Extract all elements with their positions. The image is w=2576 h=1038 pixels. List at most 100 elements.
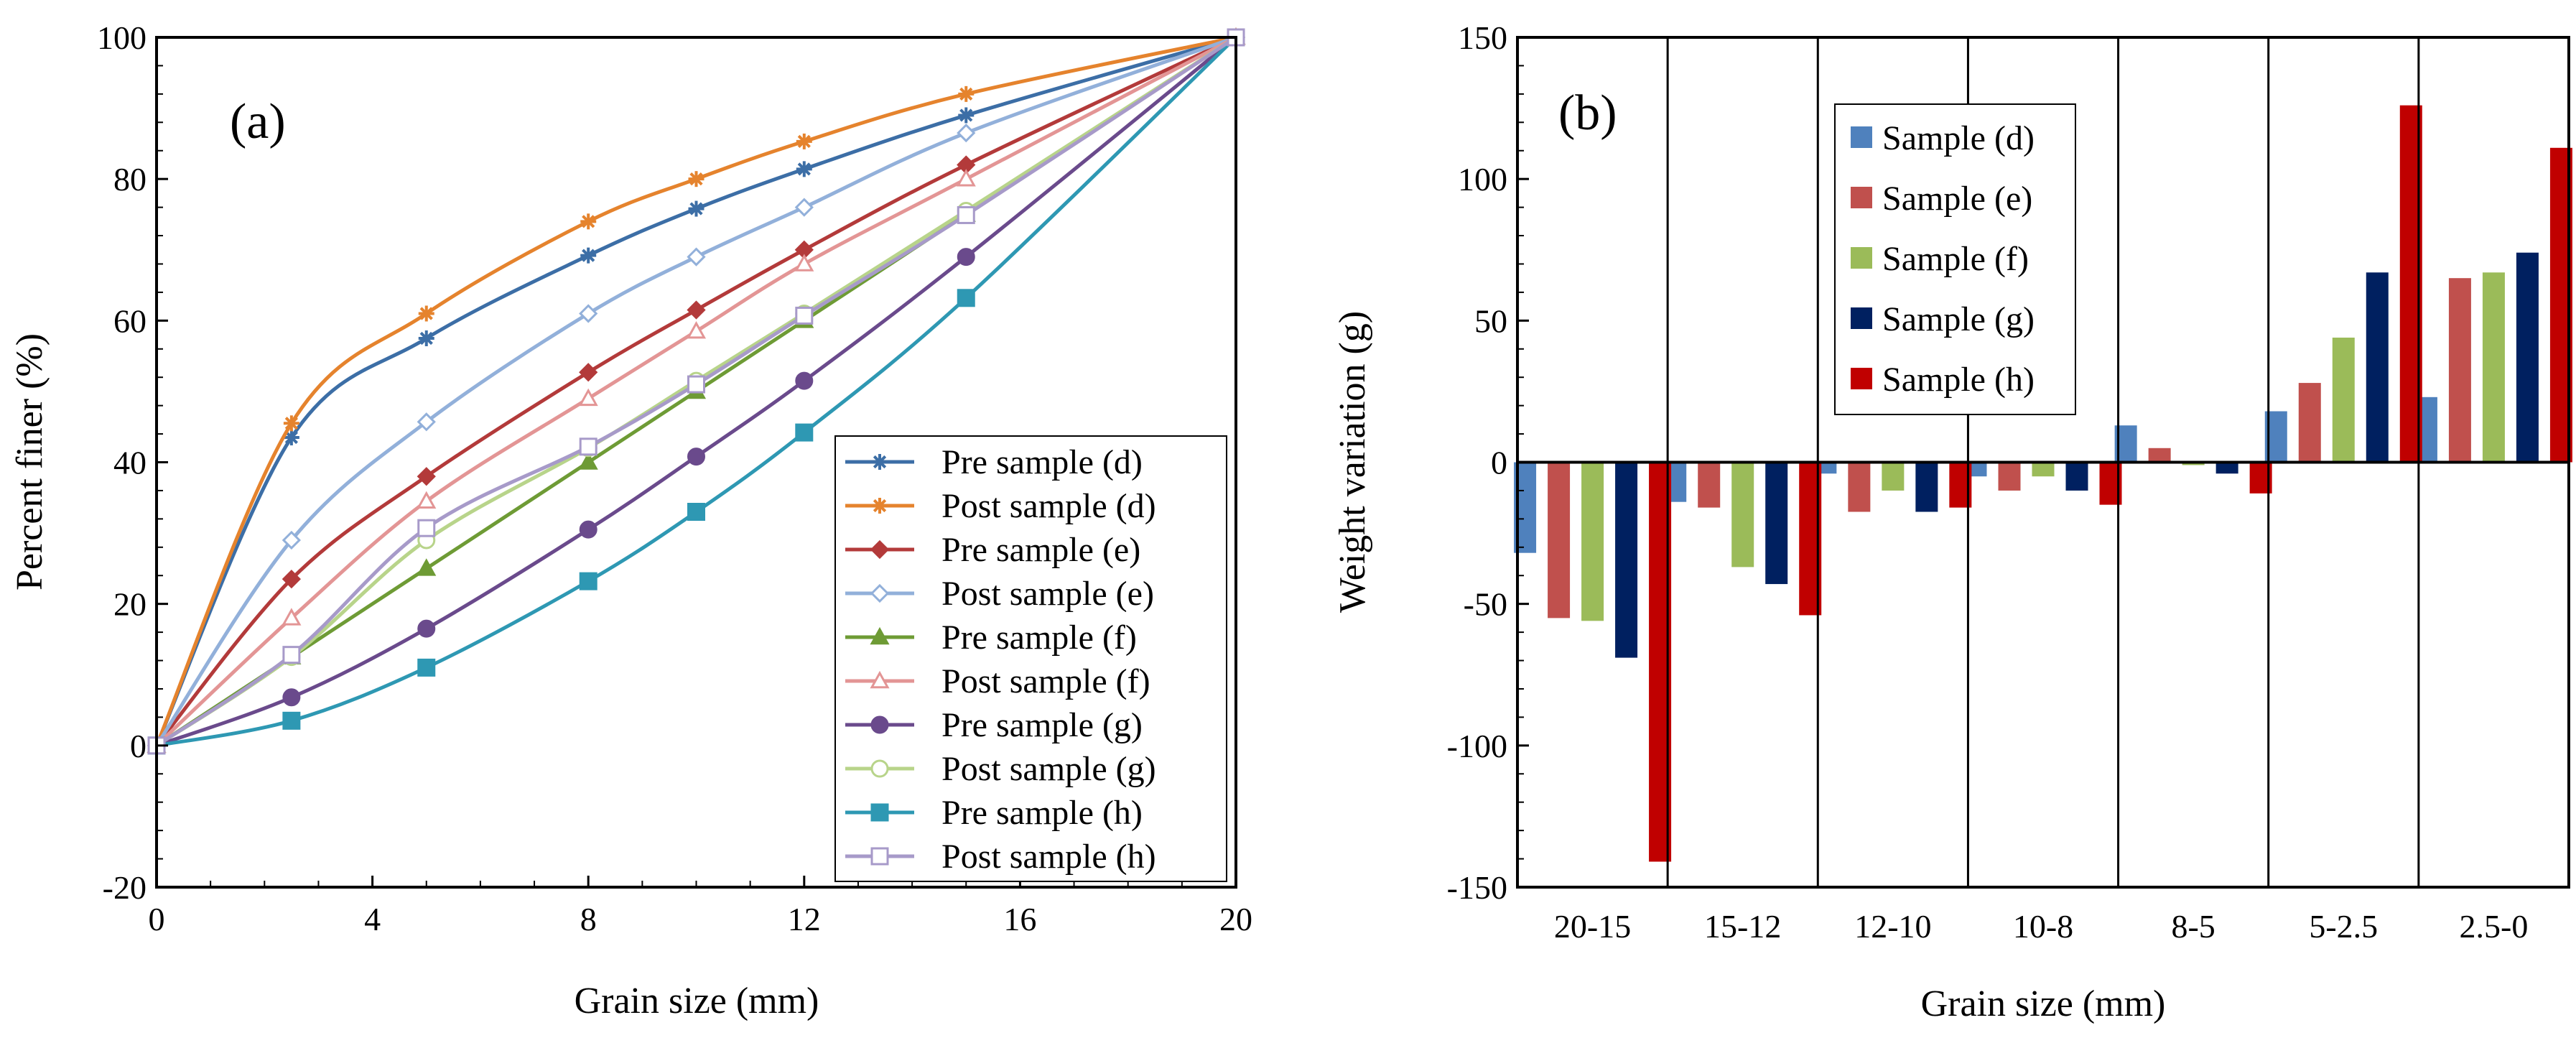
data-point-pre-sample-e (687, 300, 706, 320)
y-tick-label: 0 (1491, 445, 1507, 481)
bar-sample-g-5-2-5 (2366, 272, 2389, 463)
legend-label-sample-f: Sample (f) (1882, 240, 2029, 278)
legend-marker-post-sample-d (872, 498, 888, 514)
legend-swatch-sample-f (1851, 247, 1872, 269)
data-point-pre-sample-e (282, 570, 301, 589)
data-point-pre-sample-g (795, 371, 814, 390)
panel-a-data-layer (147, 27, 1246, 755)
data-point-pre-sample-g (579, 520, 597, 539)
x-tick-label: 4 (364, 901, 381, 937)
x-tick-label: 10-8 (2013, 908, 2073, 945)
data-point-pre-sample-d (688, 200, 705, 217)
x-tick-label: 20-15 (1554, 908, 1631, 945)
legend-label-post-sample-e: Post sample (e) (941, 575, 1154, 613)
legend-box (1834, 103, 2076, 415)
legend-label-pre-sample-g: Pre sample (g) (941, 706, 1143, 744)
data-point-pre-sample-f (578, 452, 598, 470)
series-sample-f (1581, 272, 2505, 621)
series-line-post-sample-g (155, 35, 1237, 747)
bar-sample-f-2-5-0 (2482, 272, 2505, 463)
series-pre-sample-d (149, 29, 1244, 754)
y-tick-label: 80 (113, 161, 147, 198)
x-tick-label: 0 (149, 901, 165, 937)
data-point-pre-sample-h (417, 658, 436, 677)
y-tick-label: 50 (1474, 302, 1507, 339)
data-point-post-sample-e (417, 412, 436, 432)
bar-sample-e-8-5 (2148, 448, 2171, 463)
data-point-post-sample-h (957, 205, 975, 224)
bar-sample-e-2-5-0 (2448, 278, 2471, 463)
y-tick-label: -100 (1447, 728, 1507, 764)
y-tick-label: 100 (1458, 161, 1507, 198)
legend-swatch-sample-e (1851, 187, 1872, 208)
data-point-post-sample-d (418, 305, 434, 322)
legend-label-post-sample-f: Post sample (f) (941, 662, 1150, 700)
y-tick-label: 60 (113, 302, 147, 339)
y-tick-label: 0 (130, 728, 147, 764)
bar-sample-f-20-15 (1581, 462, 1604, 621)
data-point-post-sample-h (579, 437, 597, 456)
x-tick-label: 5-2.5 (2309, 908, 2378, 945)
legend-marker-pre-sample-h (870, 803, 889, 822)
legend-marker-pre-sample-d (872, 454, 888, 470)
data-point-pre-sample-d (580, 247, 597, 264)
bar-sample-f-15-12 (1731, 462, 1754, 567)
data-point-post-sample-f (578, 388, 598, 407)
data-point-pre-sample-g (417, 619, 436, 638)
bar-sample-e-20-15 (1548, 462, 1571, 618)
legend-swatch-sample-g (1851, 307, 1872, 329)
data-point-post-sample-d (958, 85, 975, 102)
legend-box (834, 435, 1227, 882)
panel-a-x-axis-title: Grain size (mm) (575, 981, 819, 1021)
y-tick-label: 100 (97, 19, 147, 56)
x-tick-label: 8 (580, 901, 597, 937)
panel-b-x-axis-title: Grain size (mm) (1921, 983, 2166, 1024)
data-point-pre-sample-h (282, 711, 301, 730)
y-tick-label: -150 (1447, 869, 1507, 906)
legend-label-pre-sample-e: Pre sample (e) (941, 531, 1140, 569)
data-point-pre-sample-d (283, 429, 299, 445)
series-line-post-sample-h (155, 35, 1237, 747)
legend-label-pre-sample-f: Pre sample (f) (941, 618, 1137, 657)
legend-label-post-sample-g: Post sample (g) (941, 750, 1156, 788)
legend-marker-post-sample-h (870, 847, 889, 866)
data-point-pre-sample-f (417, 558, 437, 576)
legend-label-pre-sample-d: Pre sample (d) (941, 443, 1143, 481)
bar-sample-e-15-12 (1698, 462, 1721, 508)
x-tick-label: 16 (1003, 901, 1036, 937)
series-sample-e (1548, 278, 2471, 618)
data-point-post-sample-f (956, 169, 976, 187)
data-point-post-sample-d (580, 213, 597, 230)
data-point-post-sample-h (282, 646, 301, 664)
data-point-post-sample-h (795, 306, 814, 325)
bar-sample-e-5-2-5 (2298, 383, 2321, 463)
data-point-pre-sample-g (957, 248, 975, 267)
series-line-pre-sample-h (156, 36, 1237, 748)
x-tick-label: 2.5-0 (2460, 908, 2529, 945)
y-tick-label: -20 (103, 869, 147, 906)
bar-sample-g-2-5-0 (2516, 252, 2539, 463)
legend-swatch-sample-h (1851, 368, 1872, 389)
panel-b-axis-ticks: -150 -100 -50 0 50 100 150 20-15 15-12 12-10 10-8 8… (1447, 19, 2569, 945)
panel-b-bar-chart: -150 -100 -50 0 50 100 150 20-15 15-12 12-10 10-8 8… (1332, 19, 2572, 1024)
bar-sample-e-10-8 (1998, 462, 2021, 491)
data-point-pre-sample-d (796, 161, 812, 177)
series-post-sample-h (147, 28, 1245, 755)
x-tick-label: 8-5 (2171, 908, 2215, 945)
legend-marker-post-sample-e (870, 583, 890, 603)
data-point-post-sample-e (579, 304, 598, 323)
data-point-pre-sample-d (958, 107, 975, 124)
y-tick-label: -50 (1464, 586, 1507, 623)
bar-sample-g-8-5 (2215, 462, 2238, 474)
y-tick-label: 20 (113, 586, 147, 623)
bar-sample-g-20-15 (1615, 462, 1638, 658)
panel-b-legend: Sample (d) Sample (e) Sample (f) Sample (g)… (1834, 103, 2076, 415)
x-tick-label: 15-12 (1704, 908, 1781, 945)
panel-b-y-axis-title: Weight variation (g) (1332, 311, 1373, 613)
panel-a-tag: (a) (230, 94, 286, 149)
data-point-pre-sample-e (579, 363, 598, 382)
legend-marker-pre-sample-e (870, 539, 890, 560)
